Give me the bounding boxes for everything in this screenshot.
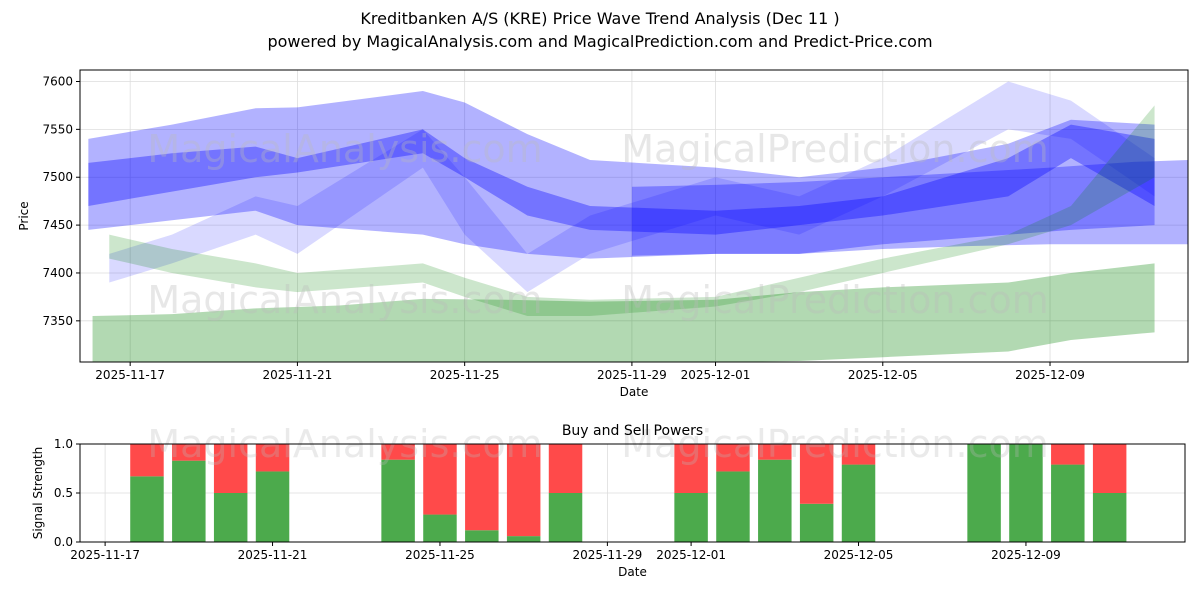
buy-bar (213, 493, 248, 542)
wave-band (88, 91, 1155, 259)
buy-bar (255, 471, 290, 542)
subplot-title: Buy and Sell Powers (562, 423, 703, 439)
y-tick-label: 0.0 (54, 535, 73, 549)
sell-bar (1092, 444, 1127, 493)
sell-bar (130, 444, 164, 477)
buy-bar (172, 460, 206, 542)
buy-bar (423, 514, 457, 542)
y-tick-label: 7350 (42, 314, 73, 328)
watermark: MagicalPrediction.com (621, 127, 1049, 171)
y-tick-label: 7450 (42, 218, 73, 232)
y-tick-label: 7500 (42, 170, 73, 184)
watermark: MagicalAnalysis.com (147, 278, 542, 322)
sell-bar (423, 444, 457, 515)
buy-bar (381, 459, 415, 542)
x-tick-label: 2025-12-05 (824, 548, 894, 562)
sell-bar (1051, 444, 1085, 465)
sell-bar (381, 444, 415, 460)
x-tick-label: 2025-11-21 (238, 548, 308, 562)
sell-bar (674, 444, 708, 493)
sell-bar (255, 444, 290, 472)
x-tick-label: 2025-11-17 (70, 548, 140, 562)
buy-bar (799, 503, 834, 542)
sell-bar (172, 444, 206, 461)
x-tick-label: 2025-12-01 (656, 548, 726, 562)
axes-frame (79, 69, 1189, 363)
x-tick-label: 2025-12-09 (991, 548, 1061, 562)
x-tick-label: 2025-12-01 (681, 368, 751, 382)
y-tick-label: 1.0 (54, 437, 73, 451)
y-tick-label: 0.5 (54, 486, 73, 500)
buy-bar (967, 444, 1001, 542)
x-tick-label: 2025-11-29 (573, 548, 643, 562)
x-axis-label: Date (618, 565, 647, 579)
y-tick-label: 7400 (42, 266, 73, 280)
x-tick-label: 2025-12-09 (1015, 368, 1085, 382)
y-axis-label: Price (17, 201, 31, 230)
x-axis-label: Date (620, 385, 649, 399)
buy-bar (716, 471, 750, 542)
wave-band (88, 124, 1155, 235)
buy-bar (1092, 493, 1127, 542)
buy-bar (465, 530, 499, 542)
sell-bar (841, 444, 876, 465)
x-tick-label: 2025-11-25 (430, 368, 500, 382)
x-tick-label: 2025-11-21 (263, 368, 333, 382)
sell-bar (465, 444, 499, 531)
wave-band (109, 81, 1155, 293)
chart-subtitle: powered by MagicalAnalysis.com and Magic… (267, 32, 933, 51)
sell-bar (758, 444, 792, 460)
sell-bar (506, 444, 541, 537)
wave-band (92, 263, 1155, 362)
chart-title: Kreditbanken A/S (KRE) Price Wave Trend … (360, 9, 840, 28)
y-axis-label: Signal Strength (31, 447, 45, 540)
x-tick-label: 2025-12-05 (848, 368, 918, 382)
buy-bar (758, 459, 792, 542)
buy-bar (1009, 444, 1043, 542)
y-tick-label: 7550 (42, 122, 73, 136)
wave-band (109, 105, 1155, 317)
x-tick-label: 2025-11-29 (597, 368, 667, 382)
buy-bar (841, 464, 876, 542)
y-tick-label: 7600 (42, 74, 73, 88)
buy-bar (674, 493, 708, 542)
sell-bar (548, 444, 583, 493)
sell-bar (799, 444, 834, 504)
sell-bar (716, 444, 750, 472)
wave-band (631, 159, 1188, 256)
x-tick-label: 2025-11-17 (95, 368, 165, 382)
buy-bar (506, 536, 541, 542)
buy-bar (130, 476, 164, 542)
watermark: MagicalAnalysis.com (147, 127, 542, 171)
watermark: MagicalPrediction.com (621, 278, 1049, 322)
x-tick-label: 2025-11-25 (405, 548, 475, 562)
sell-bar (213, 444, 248, 493)
buy-bar (548, 493, 583, 542)
buy-bar (1051, 464, 1085, 542)
